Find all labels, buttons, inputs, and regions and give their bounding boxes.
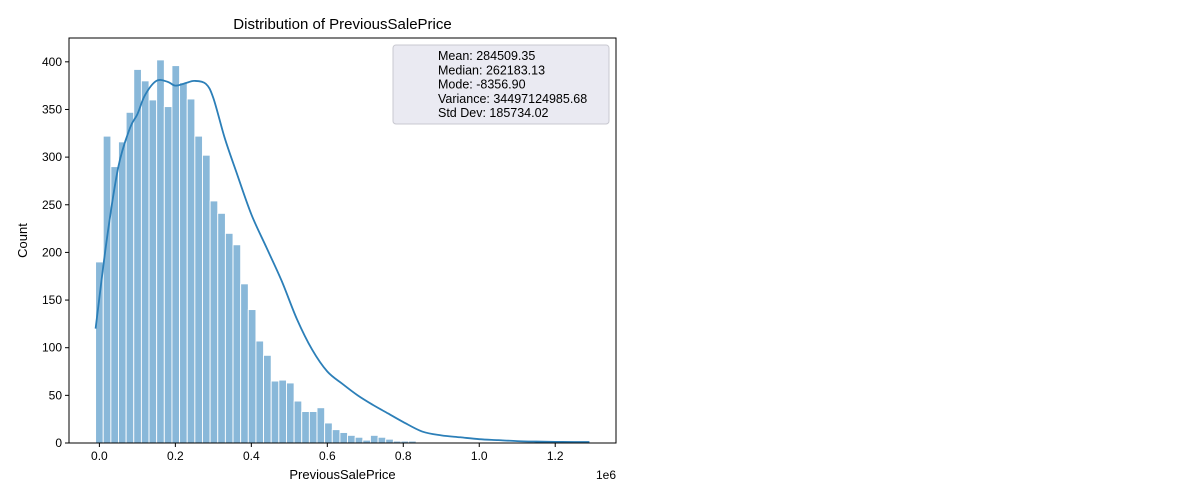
histogram-bar bbox=[209, 200, 219, 444]
histogram-bar bbox=[263, 354, 272, 444]
y-tick-label: 250 bbox=[42, 198, 62, 212]
y-tick-label: 300 bbox=[42, 150, 62, 164]
x-axis-label: PreviousSalePrice bbox=[289, 467, 395, 482]
y-tick-label: 0 bbox=[55, 436, 62, 450]
histogram-bar bbox=[148, 99, 158, 444]
stats-line: Variance: 34497124985.68 bbox=[438, 92, 587, 106]
x-axis-offset-label: 1e6 bbox=[596, 468, 616, 482]
histogram-bar bbox=[370, 434, 379, 444]
histogram-bar bbox=[118, 141, 127, 444]
histogram-bars bbox=[95, 59, 524, 444]
histogram-bar bbox=[140, 80, 150, 444]
plot-frame bbox=[68, 37, 617, 444]
histogram-bar bbox=[102, 135, 112, 444]
histogram-bar bbox=[278, 379, 287, 444]
y-tick-label: 150 bbox=[42, 293, 62, 307]
histogram-bar bbox=[301, 411, 310, 444]
histogram-bar bbox=[217, 212, 226, 444]
histogram-bar bbox=[186, 98, 196, 444]
histogram-bar bbox=[179, 82, 188, 444]
histogram-bar bbox=[240, 283, 249, 444]
x-tick-label: 0.6 bbox=[319, 449, 336, 463]
histogram-bar bbox=[293, 400, 303, 444]
histogram-bar bbox=[156, 59, 165, 444]
histogram-bar bbox=[385, 438, 394, 444]
histogram-bar bbox=[377, 436, 387, 444]
histogram-bar bbox=[95, 261, 104, 444]
x-tick-label: 1.0 bbox=[471, 449, 488, 463]
stats-line: Median: 262183.13 bbox=[438, 63, 545, 77]
kde-line bbox=[94, 79, 590, 443]
histogram-bar bbox=[194, 135, 203, 444]
histogram-bar bbox=[324, 422, 333, 444]
stats-box-background bbox=[392, 44, 610, 125]
histogram-bar bbox=[171, 65, 181, 444]
y-axis-label: Count bbox=[15, 223, 30, 258]
stats-line: Std Dev: 185734.02 bbox=[438, 106, 549, 120]
stats-line: Mean: 284509.35 bbox=[438, 49, 535, 63]
histogram-bar bbox=[224, 232, 234, 444]
x-tick-label: 0.4 bbox=[243, 449, 260, 463]
histogram-bar bbox=[232, 244, 242, 444]
histogram-bar bbox=[270, 380, 280, 444]
histogram-bar bbox=[331, 429, 341, 444]
y-tick-label: 200 bbox=[42, 245, 62, 259]
histogram-bar bbox=[255, 340, 265, 444]
x-axis: 0.0 0.2 0.4 0.6 0.8 1.0 1.2 bbox=[91, 443, 564, 463]
x-tick-label: 0.8 bbox=[395, 449, 412, 463]
histogram-bar bbox=[125, 111, 135, 444]
y-tick-label: 400 bbox=[42, 55, 62, 69]
y-axis: 0 50 100 150 200 250 300 350 400 bbox=[42, 55, 69, 450]
histogram-bar bbox=[316, 407, 326, 444]
histogram-bar bbox=[339, 432, 349, 444]
histogram-bar bbox=[163, 106, 173, 444]
x-tick-label: 0.0 bbox=[91, 449, 108, 463]
y-tick-label: 100 bbox=[42, 341, 62, 355]
histogram-bar bbox=[286, 382, 295, 444]
histogram-bar bbox=[354, 436, 364, 444]
histogram-bar bbox=[133, 68, 142, 444]
x-tick-label: 0.2 bbox=[167, 449, 184, 463]
histogram-bar bbox=[308, 411, 318, 444]
histogram-bar bbox=[247, 309, 257, 444]
chart-title: Distribution of PreviousSalePrice bbox=[233, 16, 451, 33]
histogram-bar bbox=[202, 154, 211, 444]
histogram-bar bbox=[347, 434, 356, 444]
y-tick-label: 350 bbox=[42, 102, 62, 116]
stats-line: Mode: -8356.90 bbox=[438, 78, 526, 92]
y-tick-label: 50 bbox=[49, 388, 63, 402]
x-tick-label: 1.2 bbox=[547, 449, 564, 463]
